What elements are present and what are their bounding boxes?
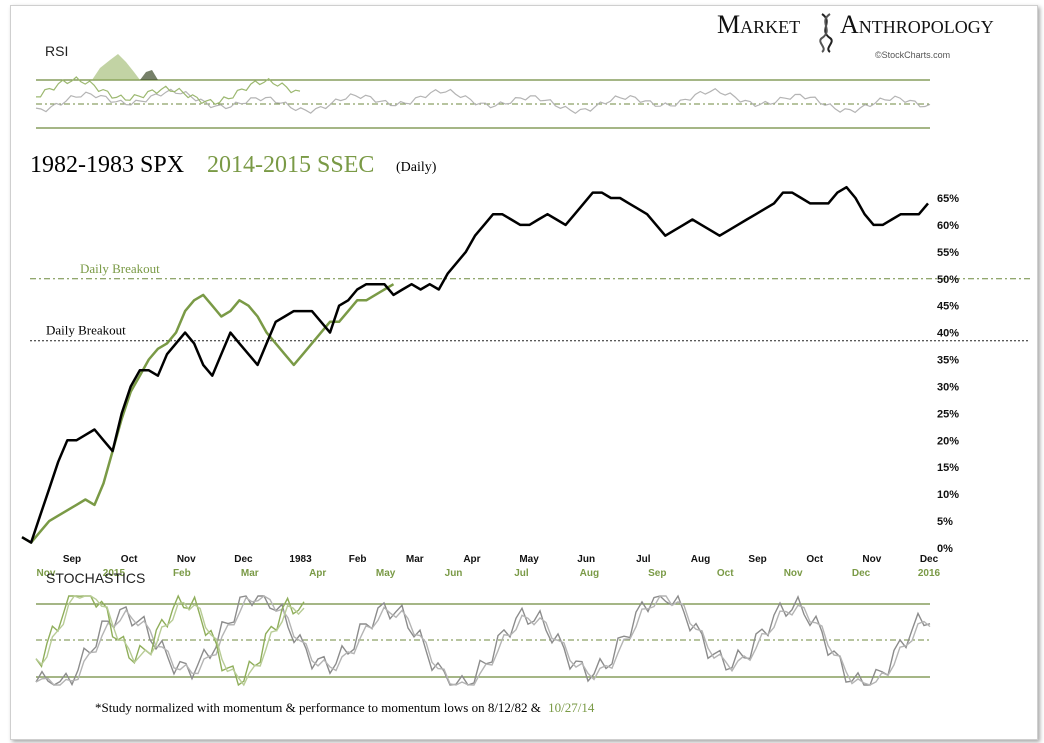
y-tick-label: 30% — [937, 381, 959, 393]
x-tick-label-spx: Oct — [121, 554, 138, 565]
x-tick-label-ssec: Jun — [445, 568, 463, 579]
y-tick-label: 45% — [937, 301, 959, 313]
chart-title-ssec: 2014-2015 SSEC — [207, 152, 374, 178]
footnote-date-ssec: 10/27/14 — [548, 700, 595, 715]
chart-title-spx: 1982-1983 SPX — [30, 152, 184, 178]
rsi-overbought-fill — [92, 54, 140, 80]
x-tick-label-ssec: Mar — [241, 568, 259, 579]
x-tick-label-ssec: Feb — [173, 568, 191, 579]
chart-title-frequency: (Daily) — [396, 160, 437, 175]
x-tick-label-spx: Feb — [349, 554, 367, 565]
rsi-overbought-fill-dark — [140, 70, 158, 80]
y-axis: 0% 5% 10% 15% 20% 25% 30% 35% 40% 45% 50% 55% 60% 65% — [937, 193, 959, 555]
annotation-breakout-ssec: Daily Breakout — [80, 261, 160, 276]
x-tick-label-ssec: May — [376, 568, 396, 579]
stochastics-slow-spx — [35, 595, 931, 686]
x-tick-label-ssec: Oct — [717, 568, 734, 579]
y-tick-label: 25% — [937, 408, 959, 420]
stochastics-panel-label: STOCHASTICS — [46, 570, 145, 586]
y-tick-label: 15% — [937, 462, 959, 474]
logo-text-right: Anthropology — [840, 10, 994, 39]
dna-helix-icon — [819, 13, 833, 53]
y-tick-label: 40% — [937, 328, 959, 340]
x-tick-label-spx: Jul — [636, 554, 651, 565]
x-tick-label-ssec: Dec — [852, 568, 871, 579]
annotation-breakout-spx: Daily Breakout — [46, 323, 126, 338]
x-tick-label-spx: Nov — [177, 554, 196, 565]
series-line-ssec — [21, 283, 395, 544]
footnote-text: *Study normalized with momentum & perfor… — [95, 700, 541, 715]
x-tick-label-spx: Sep — [748, 554, 766, 565]
x-tick-label-ssec: Nov — [37, 568, 56, 579]
stochastics-panel — [35, 594, 931, 687]
x-tick-label-spx: Mar — [406, 554, 424, 565]
stochastics-fast-ssec — [35, 594, 305, 687]
y-tick-label: 10% — [937, 489, 959, 501]
x-tick-label-spx: Sep — [63, 554, 81, 565]
rsi-line-spx — [35, 87, 931, 115]
y-tick-label: 35% — [937, 355, 959, 367]
source-credit: ©StockCharts.com — [875, 50, 950, 60]
y-tick-label: 55% — [937, 247, 959, 259]
y-tick-label: 50% — [937, 274, 959, 286]
x-tick-label-ssec: 2016 — [918, 568, 941, 579]
y-tick-label: 60% — [937, 220, 959, 232]
x-tick-label-spx: Oct — [806, 554, 823, 565]
footnote: *Study normalized with momentum & perfor… — [95, 700, 595, 715]
x-tick-label-spx: Nov — [862, 554, 881, 565]
stochastics-slow-ssec — [35, 595, 305, 687]
breakout-lines: Daily Breakout Daily Breakout — [30, 261, 1030, 342]
x-axis-ssec: Nov 2015 Feb Mar Apr May Jun Jul Aug Sep Oct Nov Dec… — [37, 568, 941, 579]
rsi-line-ssec — [36, 76, 301, 106]
rsi-panel — [35, 54, 931, 129]
y-tick-label: 0% — [937, 543, 953, 555]
x-tick-label-ssec: Apr — [309, 568, 326, 579]
x-tick-label-ssec: 2015 — [103, 568, 126, 579]
x-tick-label-ssec: Nov — [784, 568, 803, 579]
stochastics-fast-spx — [35, 594, 931, 687]
x-tick-label-ssec: Aug — [580, 568, 599, 579]
y-tick-label: 5% — [937, 516, 953, 528]
x-tick-label-spx: Dec — [920, 554, 939, 565]
x-tick-label-spx: Aug — [691, 554, 710, 565]
y-tick-label: 65% — [937, 193, 959, 205]
rsi-panel-label: RSI — [45, 43, 68, 59]
logo-text-left: Market — [717, 10, 800, 39]
x-tick-label-ssec: Jul — [514, 568, 529, 579]
series-line-spx — [21, 185, 929, 544]
x-axis-spx: Sep Oct Nov Dec 1983 Feb Mar Apr May Jun Jul Aug Sep… — [63, 554, 939, 565]
x-tick-label-spx: May — [519, 554, 539, 565]
x-tick-label-spx: Apr — [463, 554, 480, 565]
x-tick-label-spx: Jun — [577, 554, 595, 565]
x-tick-label-spx: 1983 — [289, 554, 312, 565]
series-lines — [21, 185, 929, 544]
x-tick-label-ssec: Sep — [648, 568, 666, 579]
x-tick-label-spx: Dec — [234, 554, 253, 565]
y-tick-label: 20% — [937, 435, 959, 447]
